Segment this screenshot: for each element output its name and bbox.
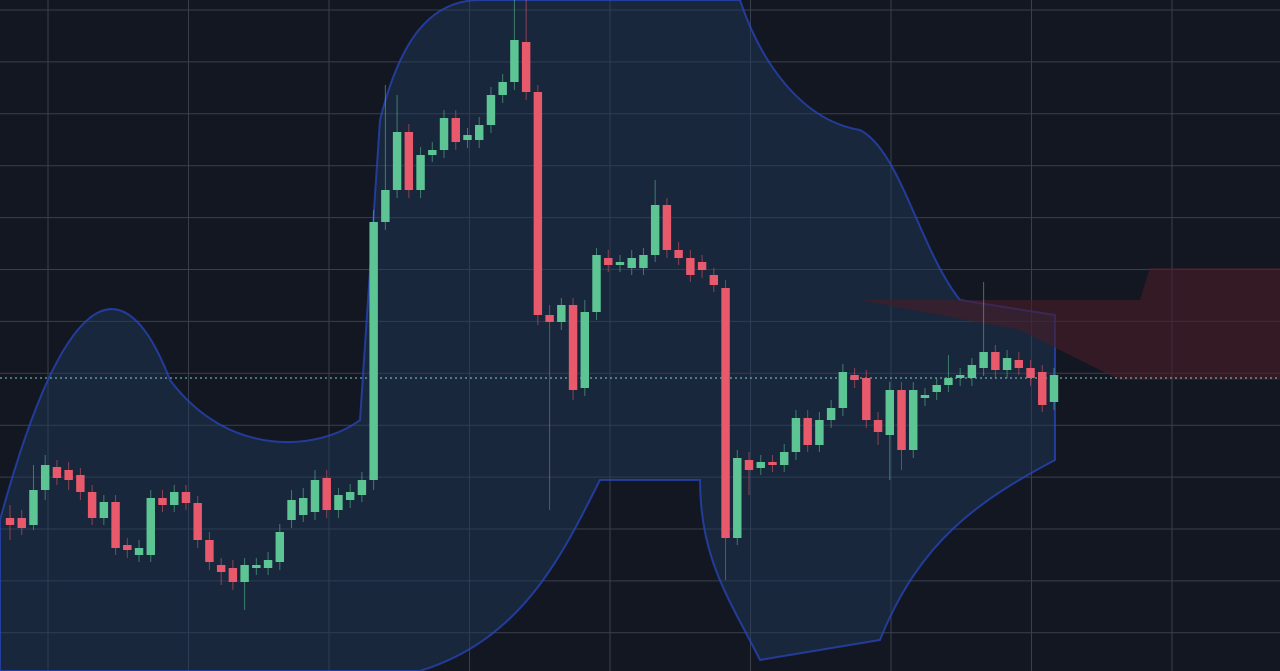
candle-body (533, 92, 543, 315)
candle-body (498, 82, 507, 95)
candle-body (510, 40, 519, 82)
candle-body (944, 378, 953, 385)
candle-body (709, 275, 719, 285)
candle-body (674, 250, 683, 258)
candle-body (604, 258, 613, 265)
candle-body (193, 503, 202, 540)
candle-body (521, 42, 531, 92)
candle-body (87, 492, 97, 518)
candle-body (123, 545, 132, 550)
candle-body (733, 458, 742, 538)
candle-body (545, 315, 554, 322)
candle-body (885, 390, 894, 435)
candle-body (5, 518, 15, 525)
candle-body (275, 532, 285, 562)
candle-body (170, 492, 179, 505)
candle-body (568, 305, 578, 390)
candle-body (862, 378, 871, 420)
candle-body (369, 222, 378, 480)
candle-body (615, 262, 625, 265)
candle-body (451, 118, 460, 142)
candle-body (111, 502, 120, 548)
candle-body (791, 418, 801, 452)
candle-body (205, 540, 214, 562)
candle-body (404, 132, 414, 190)
candle-body (768, 462, 777, 465)
candle-body (639, 255, 648, 268)
candle-body (52, 467, 62, 478)
candle-body (29, 490, 38, 525)
candle-body (357, 480, 367, 495)
candle-body (40, 465, 50, 490)
candle-body (1049, 375, 1059, 402)
candle-body (99, 502, 109, 518)
candle-body (216, 565, 226, 572)
candle-body (815, 420, 824, 445)
candle-body (557, 305, 566, 322)
cloud-layout (860, 268, 1280, 380)
candle-body (850, 375, 859, 380)
candle-body (662, 205, 672, 250)
candle-body (263, 560, 273, 568)
candle-body (428, 150, 437, 155)
candle-body (146, 498, 155, 555)
candle-body (686, 258, 695, 275)
candle-body (580, 312, 590, 388)
band-layout (0, 0, 1056, 671)
candle-body (1038, 372, 1047, 405)
candle-body (756, 462, 765, 468)
candle-body (76, 475, 85, 492)
candle-body (158, 498, 167, 505)
candle-body (838, 372, 848, 408)
candle-body (299, 498, 308, 515)
candle-body (967, 365, 977, 378)
candle-body (873, 420, 883, 432)
candle-body (416, 155, 425, 190)
candle-body (721, 288, 730, 538)
candle-body (955, 375, 965, 378)
candle-body (897, 390, 906, 450)
candle-body (909, 390, 918, 450)
candle-body (474, 125, 484, 140)
candle-body (134, 548, 144, 555)
candle-body (17, 518, 26, 528)
candle-body (1026, 368, 1035, 378)
candle-body (592, 255, 601, 312)
candle-body (1014, 360, 1024, 368)
candle-body (1002, 358, 1012, 370)
candle-body (439, 118, 449, 150)
candle-body (486, 95, 496, 125)
candle-body (979, 352, 988, 368)
candle-body (228, 568, 238, 582)
candle-body (334, 495, 343, 510)
candle-body (287, 500, 296, 520)
candle-body (345, 492, 355, 500)
candle-body (381, 190, 390, 222)
candle-body (627, 258, 636, 268)
candle-body (181, 492, 191, 503)
candle-body (252, 565, 261, 568)
candle-body (744, 460, 754, 470)
candle-body (650, 205, 660, 255)
candle-body (463, 135, 472, 140)
candle-body (803, 418, 812, 445)
candle-body (991, 352, 1000, 370)
candle-body (310, 480, 320, 512)
candle-body (932, 385, 941, 392)
candle-body (826, 408, 836, 420)
candle-body (697, 262, 707, 270)
candle-body (392, 132, 402, 190)
candle-body (240, 565, 249, 582)
candle-body (920, 395, 930, 398)
candle-body (322, 478, 331, 510)
candle-body (64, 470, 73, 480)
candle-body (779, 452, 789, 465)
